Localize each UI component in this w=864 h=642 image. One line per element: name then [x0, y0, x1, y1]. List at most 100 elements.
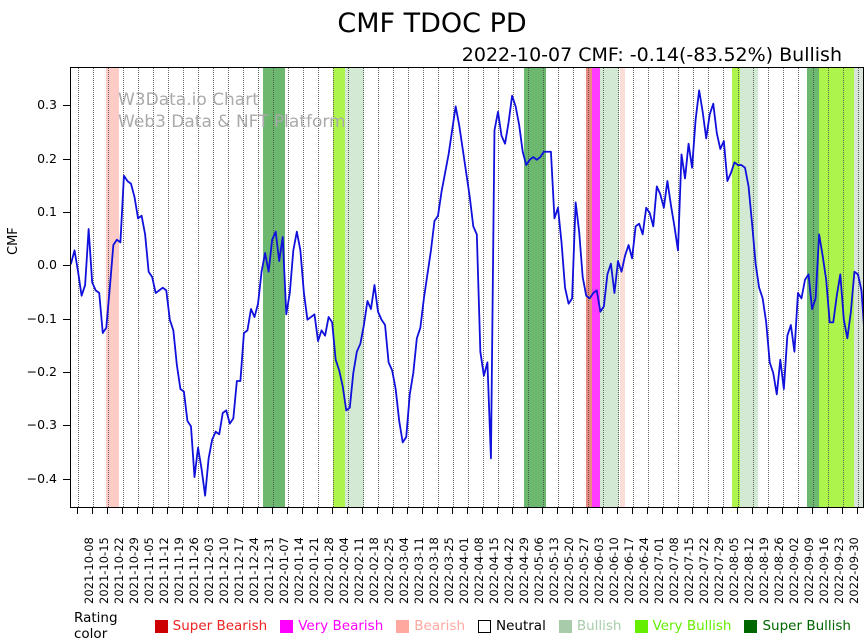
x-tick-label: 2021-12-24 [247, 537, 261, 604]
legend-item-bearish[interactable]: Bearish [396, 618, 465, 634]
y-tick-mark [63, 372, 70, 373]
x-tick-label: 2022-08-19 [757, 537, 771, 604]
x-tick-mark [452, 508, 453, 514]
x-tick-label: 2022-07-08 [667, 537, 681, 604]
y-tick-label: −0.1 [5, 311, 57, 326]
legend-swatch-icon [559, 620, 572, 633]
x-tick-label: 2022-06-24 [637, 537, 651, 604]
x-tick-mark [272, 508, 273, 514]
legend-item-very-bearish[interactable]: Very Bearish [280, 618, 383, 634]
x-tick-label: 2022-06-03 [592, 537, 606, 604]
legend-item-super-bullish[interactable]: Super Bullish [744, 618, 851, 634]
x-tick-label: 2022-02-04 [337, 537, 351, 604]
x-tick-mark [692, 508, 693, 514]
y-tick-mark [63, 479, 70, 480]
x-tick-label: 2022-01-21 [307, 537, 321, 604]
x-tick-mark [527, 508, 528, 514]
legend: Rating color Super Bearish Very Bearish Be… [0, 612, 864, 640]
x-tick-mark [827, 508, 828, 514]
x-tick-label: 2021-12-17 [232, 537, 246, 604]
x-tick-label: 2021-11-12 [157, 537, 171, 604]
x-tick-mark [797, 508, 798, 514]
x-tick-mark [617, 508, 618, 514]
y-tick-label: 0.3 [5, 97, 57, 112]
chart-subtitle: 2022-10-07 CMF: -0.14(-83.52%) Bullish [462, 44, 842, 66]
legend-item-bullish[interactable]: Bullish [559, 618, 622, 634]
x-tick-label: 2022-07-15 [682, 537, 696, 604]
x-tick-mark [647, 508, 648, 514]
x-tick-mark [332, 508, 333, 514]
x-tick-label: 2021-11-05 [142, 537, 156, 604]
legend-title: Rating color [74, 610, 141, 642]
legend-item-very-bullish[interactable]: Very Bullish [635, 618, 732, 634]
x-tick-mark [512, 508, 513, 514]
x-tick-label: 2021-10-15 [97, 537, 111, 604]
x-tick-label: 2022-07-22 [697, 537, 711, 604]
legend-item-label: Neutral [496, 618, 546, 634]
y-tick-label: −0.2 [5, 364, 57, 379]
page-title: CMF TDOC PD [0, 8, 864, 39]
x-tick-label: 2022-08-26 [772, 537, 786, 604]
x-tick-label: 2021-12-31 [262, 537, 276, 604]
x-tick-label: 2022-07-01 [652, 537, 666, 604]
x-tick-label: 2022-05-06 [532, 537, 546, 604]
x-tick-mark [857, 508, 858, 514]
x-tick-mark [677, 508, 678, 514]
x-tick-label: 2022-03-18 [427, 537, 441, 604]
x-tick-label: 2022-03-11 [412, 537, 426, 604]
x-tick-label: 2022-09-23 [832, 537, 846, 604]
x-tick-label: 2022-09-02 [787, 537, 801, 604]
y-tick-mark [63, 159, 70, 160]
x-tick-mark [812, 508, 813, 514]
legend-item-label: Very Bearish [298, 618, 383, 634]
y-tick-label: −0.3 [5, 417, 57, 432]
legend-item-label: Bearish [414, 618, 465, 634]
x-tick-mark [557, 508, 558, 514]
x-tick-label: 2022-09-16 [817, 537, 831, 604]
x-tick-mark [122, 508, 123, 514]
x-tick-mark [377, 508, 378, 514]
x-tick-mark [392, 508, 393, 514]
x-tick-mark [422, 508, 423, 514]
legend-item-super-bearish[interactable]: Super Bearish [155, 618, 268, 634]
x-tick-label: 2022-06-17 [622, 537, 636, 604]
y-tick-mark [63, 319, 70, 320]
x-tick-label: 2021-10-22 [112, 537, 126, 604]
y-tick-label: 0.0 [5, 257, 57, 272]
legend-swatch-icon [478, 620, 491, 633]
x-tick-mark [152, 508, 153, 514]
x-tick-mark [77, 508, 78, 514]
x-tick-mark [107, 508, 108, 514]
x-tick-label: 2022-01-14 [292, 537, 306, 604]
x-tick-mark [197, 508, 198, 514]
x-tick-mark [722, 508, 723, 514]
y-axis-label: CMF [6, 227, 21, 255]
x-tick-label: 2022-04-15 [487, 537, 501, 604]
x-tick-mark [572, 508, 573, 514]
x-tick-mark [587, 508, 588, 514]
x-tick-mark [137, 508, 138, 514]
x-tick-label: 2022-07-29 [712, 537, 726, 604]
y-tick-mark [63, 425, 70, 426]
y-tick-mark [63, 265, 70, 266]
x-tick-label: 2022-02-18 [367, 537, 381, 604]
x-tick-label: 2022-04-08 [472, 537, 486, 604]
legend-swatch-icon [280, 620, 293, 633]
x-tick-mark [707, 508, 708, 514]
x-tick-label: 2022-03-25 [442, 537, 456, 604]
x-tick-label: 2021-11-19 [172, 537, 186, 604]
x-tick-mark [242, 508, 243, 514]
x-tick-label: 2021-10-08 [82, 537, 96, 604]
x-tick-label: 2022-05-20 [562, 537, 576, 604]
x-tick-mark [752, 508, 753, 514]
x-tick-mark [92, 508, 93, 514]
x-tick-label: 2022-05-27 [577, 537, 591, 604]
y-tick-label: 0.1 [5, 204, 57, 219]
cmf-line-series [71, 68, 864, 508]
x-tick-mark [662, 508, 663, 514]
x-tick-label: 2021-10-29 [127, 537, 141, 604]
x-tick-mark [632, 508, 633, 514]
legend-item-neutral[interactable]: Neutral [478, 618, 546, 634]
x-tick-label: 2021-11-26 [187, 537, 201, 604]
